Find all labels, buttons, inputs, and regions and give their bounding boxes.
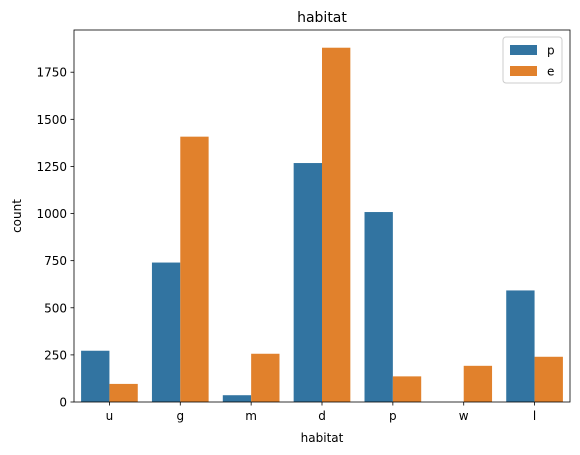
y-tick-label: 750 (44, 254, 67, 268)
x-axis-label: habitat (301, 431, 344, 445)
bar-p-d (293, 163, 322, 402)
bar-p-u (81, 350, 110, 402)
x-tick-label-w: w (459, 409, 469, 423)
x-tick-label-u: u (106, 409, 114, 423)
y-tick-label: 1250 (36, 160, 67, 174)
y-tick-label: 1750 (36, 66, 67, 80)
bar-e-p (392, 376, 422, 402)
y-tick-label: 500 (44, 301, 67, 315)
legend-label-p: p (547, 44, 555, 58)
chart-title: habitat (297, 10, 347, 26)
y-axis: 0 250 500 750 1000 1250 1500 1750 (36, 66, 74, 410)
x-tick-label-l: l (533, 409, 536, 423)
y-tick-label: 250 (44, 348, 67, 362)
bar-p-g (151, 262, 181, 402)
x-tick-label-d: d (318, 409, 326, 423)
bar-e-w (463, 365, 493, 402)
bar-p-l (506, 290, 535, 402)
legend-swatch-p (510, 45, 537, 55)
x-tick-label-m: m (245, 409, 257, 423)
legend-label-e: e (547, 65, 554, 79)
y-tick-label: 0 (59, 396, 67, 410)
plot-frame (73, 29, 571, 403)
bar-p-p (364, 212, 393, 402)
legend: pe (502, 36, 563, 84)
bars-group (81, 47, 563, 403)
y-axis-label: count (10, 199, 24, 233)
y-tick-label: 1500 (36, 113, 67, 127)
bar-p-m (222, 395, 252, 402)
legend-swatch-e (510, 66, 537, 76)
bar-e-u (109, 383, 138, 402)
bar-e-l (534, 356, 563, 402)
x-tick-label-g: g (176, 409, 184, 423)
bar-e-g (180, 136, 209, 403)
x-tick-label-p: p (389, 409, 397, 423)
bar-e-m (251, 353, 280, 402)
bar-e-d (322, 47, 351, 402)
y-tick-label: 1000 (36, 207, 67, 221)
